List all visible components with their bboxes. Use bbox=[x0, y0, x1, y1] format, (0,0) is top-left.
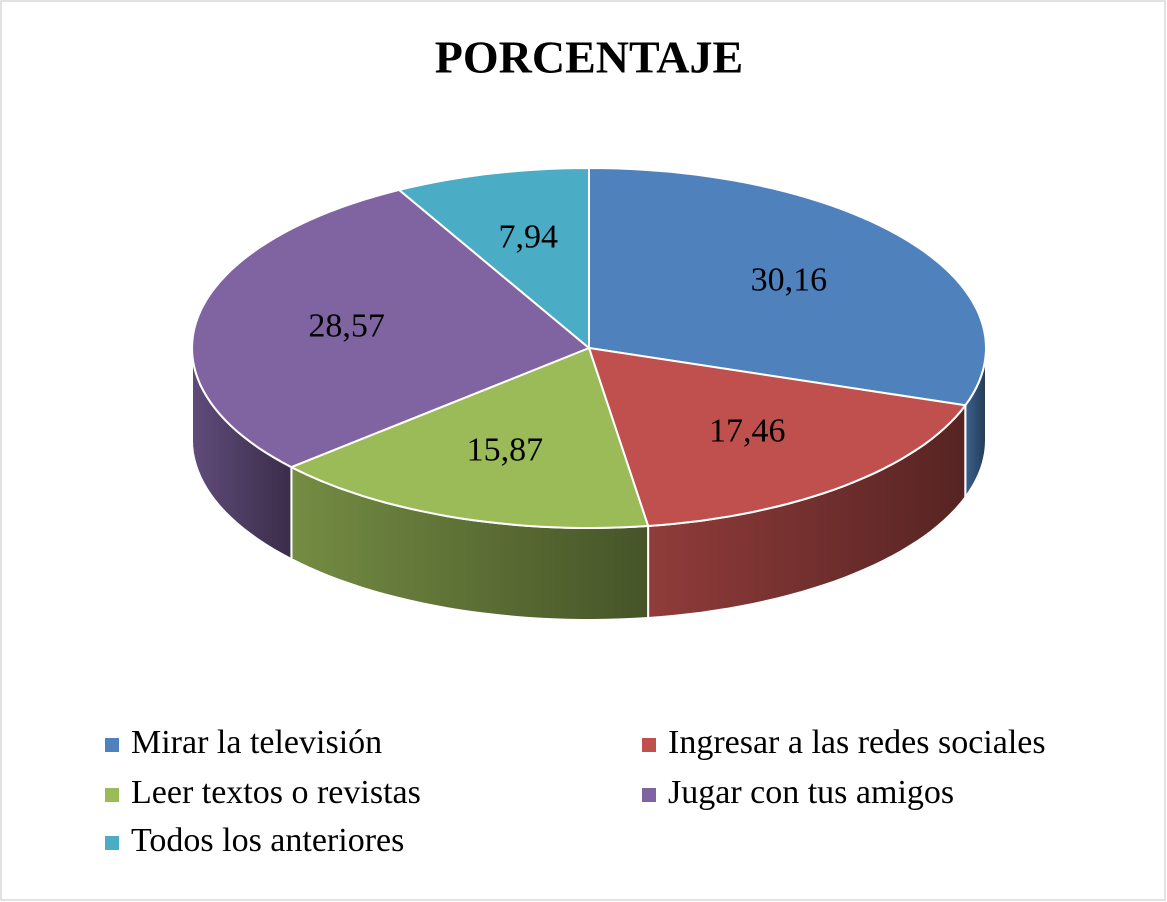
slice bbox=[588, 166, 988, 407]
chart-title: PORCENTAJE bbox=[435, 32, 743, 83]
legend-label: Jugar con tus amigos bbox=[668, 774, 954, 811]
data-label: 28,57 bbox=[308, 307, 385, 344]
slice bbox=[288, 346, 650, 529]
data-label: 15,87 bbox=[467, 432, 544, 469]
slice bbox=[396, 166, 590, 351]
slice bbox=[190, 188, 591, 469]
slice bbox=[587, 346, 968, 528]
legend-swatch bbox=[105, 836, 119, 850]
data-label: 17,46 bbox=[709, 412, 786, 449]
legend-swatch bbox=[105, 788, 119, 802]
legend-label: Todos los anteriores bbox=[131, 822, 404, 859]
legend-label: Mirar la televisión bbox=[131, 724, 382, 761]
legend-swatch bbox=[642, 738, 656, 752]
data-label: 30,16 bbox=[751, 262, 828, 299]
legend-label: Leer textos o revistas bbox=[131, 774, 421, 811]
legend-swatch bbox=[105, 738, 119, 752]
legend-label: Ingresar a las redes sociales bbox=[668, 724, 1046, 761]
data-label: 7,94 bbox=[498, 219, 558, 256]
legend-swatch bbox=[642, 788, 656, 802]
